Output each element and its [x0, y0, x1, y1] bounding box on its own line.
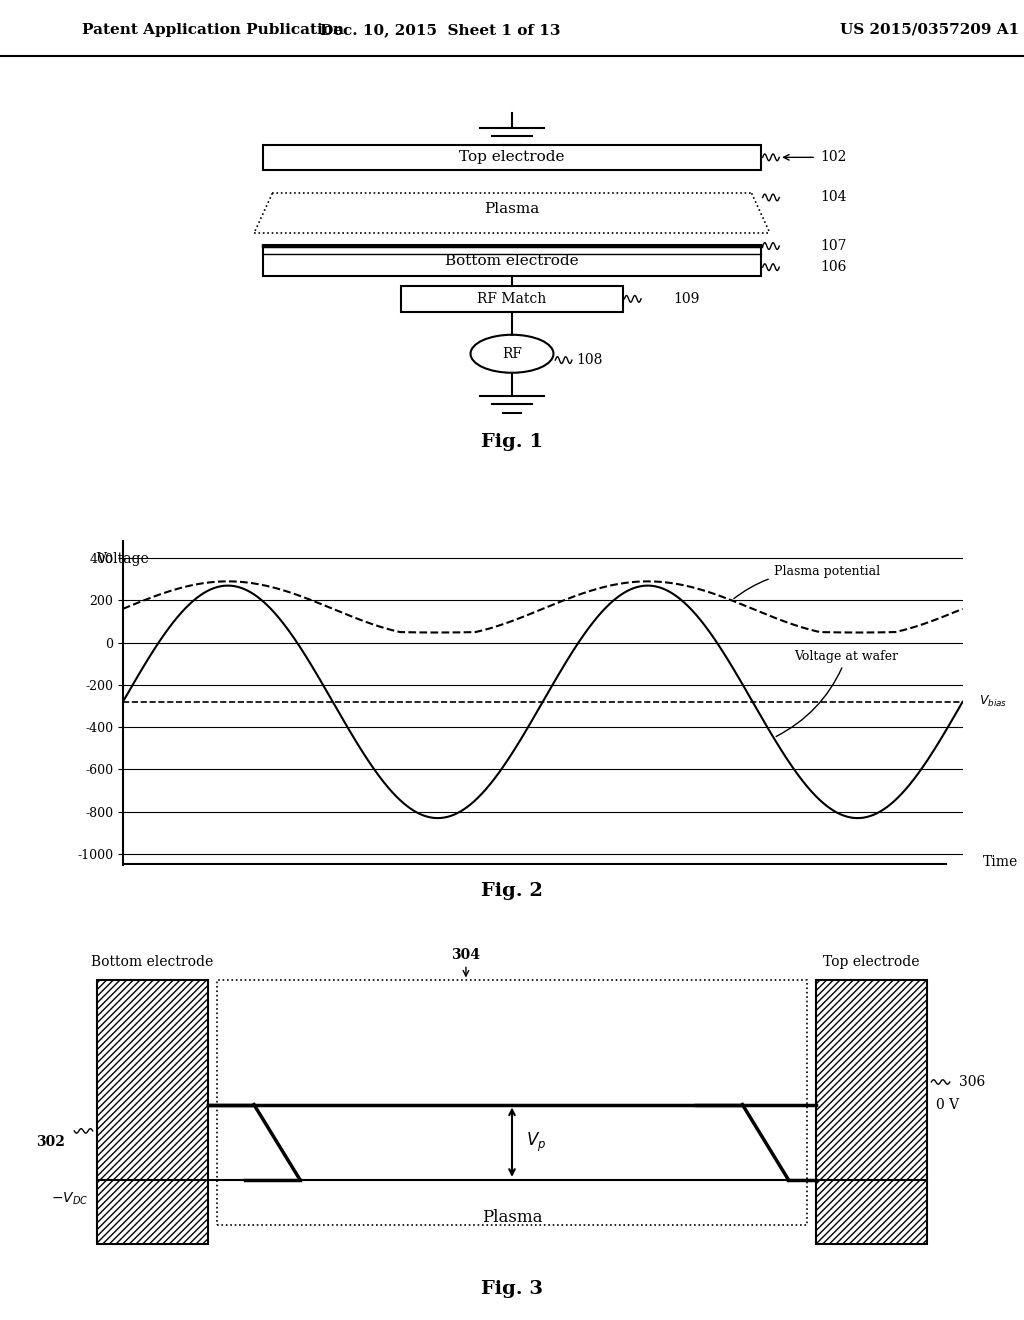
Text: Top electrode: Top electrode: [459, 150, 565, 165]
Text: Plasma potential: Plasma potential: [734, 565, 880, 599]
Text: Voltage at wafer: Voltage at wafer: [776, 649, 899, 737]
Text: 107: 107: [821, 239, 847, 253]
Text: RF Match: RF Match: [477, 292, 547, 306]
Text: 304: 304: [452, 948, 480, 975]
Text: Bottom electrode: Bottom electrode: [445, 253, 579, 268]
Text: Dec. 10, 2015  Sheet 1 of 13: Dec. 10, 2015 Sheet 1 of 13: [321, 22, 560, 37]
Text: 109: 109: [674, 292, 699, 306]
Text: Voltage: Voltage: [96, 552, 148, 566]
Text: 106: 106: [821, 260, 847, 275]
Text: Patent Application Publication: Patent Application Publication: [82, 22, 344, 37]
Bar: [263, 145, 761, 170]
Bar: [97, 981, 208, 1243]
Text: 0 V: 0 V: [936, 1097, 959, 1111]
Text: 104: 104: [821, 190, 847, 205]
Bar: [816, 981, 927, 1243]
Text: $V_p$: $V_p$: [526, 1131, 546, 1154]
Text: Bottom electrode: Bottom electrode: [91, 956, 214, 969]
Bar: [263, 246, 761, 276]
Bar: [401, 286, 623, 312]
Text: 306: 306: [959, 1074, 985, 1089]
Bar: [816, 981, 927, 1243]
Text: $V_{bias}$: $V_{bias}$: [979, 694, 1008, 709]
Text: US 2015/0357209 A1: US 2015/0357209 A1: [840, 22, 1019, 37]
Text: RF: RF: [502, 347, 522, 360]
Text: Fig. 2: Fig. 2: [481, 882, 543, 900]
Text: Plasma: Plasma: [484, 202, 540, 216]
Text: 102: 102: [821, 150, 847, 165]
Text: Plasma: Plasma: [481, 1209, 543, 1226]
Bar: [217, 981, 807, 1225]
Text: Top electrode: Top electrode: [823, 956, 920, 969]
Text: Fig. 3: Fig. 3: [481, 1280, 543, 1298]
Text: Fig. 1: Fig. 1: [481, 433, 543, 451]
Text: 108: 108: [577, 352, 603, 367]
Text: Time: Time: [983, 855, 1018, 870]
Text: $-V_{DC}$: $-V_{DC}$: [50, 1191, 88, 1206]
Bar: [97, 981, 208, 1243]
Text: 302: 302: [36, 1135, 66, 1150]
